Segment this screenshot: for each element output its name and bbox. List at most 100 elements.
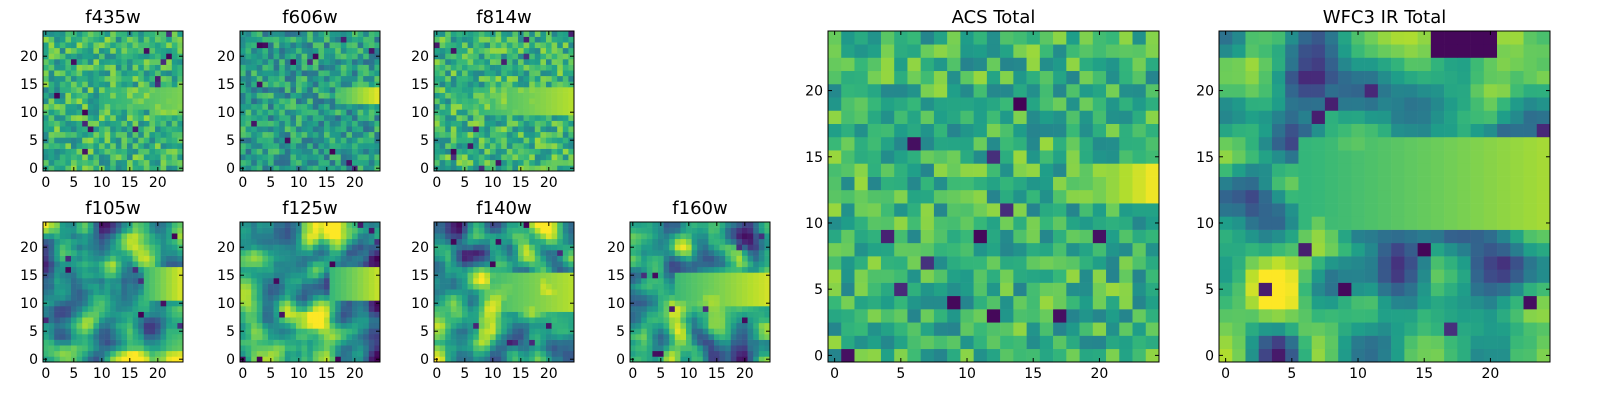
heatmap-cell: [296, 272, 302, 279]
heatmap-cell: [352, 47, 358, 54]
heatmap-cell: [1066, 216, 1080, 230]
heatmap-cell: [568, 148, 575, 155]
heatmap-cell: [149, 350, 156, 357]
heatmap-cell: [534, 154, 541, 161]
heatmap-cell: [478, 120, 485, 127]
heatmap-cell: [973, 295, 988, 310]
heatmap-cell: [312, 238, 319, 245]
heatmap-cell: [82, 261, 89, 268]
heatmap-cell: [434, 233, 440, 240]
heatmap-cell: [736, 334, 743, 340]
heatmap-cell: [434, 278, 440, 284]
heatmap-cell: [947, 322, 961, 336]
heatmap-cell: [641, 227, 648, 234]
heatmap-cell: [160, 131, 167, 138]
heatmap-cell: [473, 317, 480, 324]
heatmap-cell: [523, 165, 530, 172]
heatmap-cell: [171, 300, 178, 307]
heatmap-cell: [301, 356, 308, 363]
heatmap-cell: [1026, 295, 1041, 310]
heatmap-cell: [478, 289, 485, 296]
heatmap-cell: [307, 238, 314, 245]
heatmap-cell: [59, 328, 66, 335]
heatmap-cell: [268, 154, 274, 161]
heatmap-cell: [478, 255, 485, 262]
heatmap-cell: [335, 59, 342, 65]
heatmap-cell: [104, 98, 111, 105]
heatmap-cell: [307, 345, 314, 352]
heatmap-cell: [256, 255, 263, 262]
heatmap-cell: [512, 328, 519, 335]
heatmap-cell: [986, 269, 1001, 283]
heatmap-cell: [742, 334, 748, 340]
heatmap-cell: [374, 98, 381, 105]
heatmap-cell: [947, 203, 961, 217]
heatmap-cell: [262, 75, 269, 82]
heatmap-cell: [828, 242, 842, 257]
heatmap-cell: [132, 300, 139, 307]
heatmap-cells: [434, 222, 575, 363]
heatmap-cell: [177, 47, 184, 54]
heatmap-cell: [529, 339, 536, 346]
heatmap-cell: [329, 70, 336, 77]
heatmap-cell: [99, 345, 105, 352]
heatmap-cell: [357, 339, 364, 346]
heatmap-cell: [523, 311, 530, 318]
heatmap-cell: [518, 339, 524, 346]
heatmap-cell: [462, 227, 468, 234]
heatmap-cell: [346, 148, 353, 155]
heatmap-cell: [318, 278, 325, 284]
heatmap-cell: [110, 120, 117, 127]
heatmap-cell: [523, 283, 530, 290]
heatmap-cell: [110, 36, 117, 43]
heatmap-cell: [730, 322, 737, 329]
heatmap-cell: [363, 36, 370, 43]
heatmap-cell: [256, 294, 263, 301]
heatmap-cell: [540, 92, 547, 99]
heatmap-cell: [669, 266, 676, 273]
heatmap-cell: [65, 272, 72, 279]
heatmap-cell: [71, 126, 77, 133]
heatmap-cell: [160, 350, 167, 357]
heatmap-cell: [1145, 203, 1160, 217]
heatmap-cell: [484, 350, 491, 357]
heatmap-cell: [540, 283, 547, 290]
heatmap-cell: [245, 306, 252, 312]
heatmap-cell: [529, 87, 536, 93]
heatmap-cell: [933, 309, 948, 323]
heatmap-cell: [262, 322, 269, 329]
heatmap-cell: [273, 165, 280, 172]
heatmap-cell: [268, 159, 274, 166]
heatmap-cell: [439, 36, 446, 43]
heatmap-cell: [523, 345, 530, 352]
heatmap-cell: [663, 311, 670, 318]
heatmap-cell: [557, 148, 564, 155]
heatmap-cell: [357, 47, 364, 54]
heatmap-cell: [551, 131, 558, 138]
heatmap-cell: [529, 334, 536, 340]
heatmap-cell: [65, 334, 72, 340]
heatmap-cell: [143, 322, 150, 329]
heatmap-cell: [262, 42, 269, 49]
heatmap-cell: [329, 53, 336, 60]
heatmap-cell: [121, 87, 128, 93]
heatmap-cell: [93, 261, 100, 268]
heatmap-cell: [450, 148, 457, 155]
heatmap-cell: [290, 238, 297, 245]
heatmap-cell: [76, 59, 83, 65]
heatmap-cell: [725, 250, 732, 256]
heatmap-cell: [674, 250, 681, 256]
heatmap-cell: [1000, 335, 1014, 350]
heatmap-cell: [48, 87, 55, 93]
heatmap-cell: [462, 238, 468, 245]
heatmap-cell: [76, 109, 83, 116]
heatmap-cell: [54, 165, 61, 172]
heatmap-cell: [1066, 256, 1080, 270]
heatmap-cell: [76, 64, 83, 71]
heatmap-cell: [646, 266, 653, 273]
heatmap-cell: [462, 278, 468, 284]
heatmap-cell: [279, 350, 286, 357]
heatmap-cell: [374, 339, 381, 346]
heatmap-cell: [434, 250, 440, 256]
heatmap-cell: [742, 255, 748, 262]
